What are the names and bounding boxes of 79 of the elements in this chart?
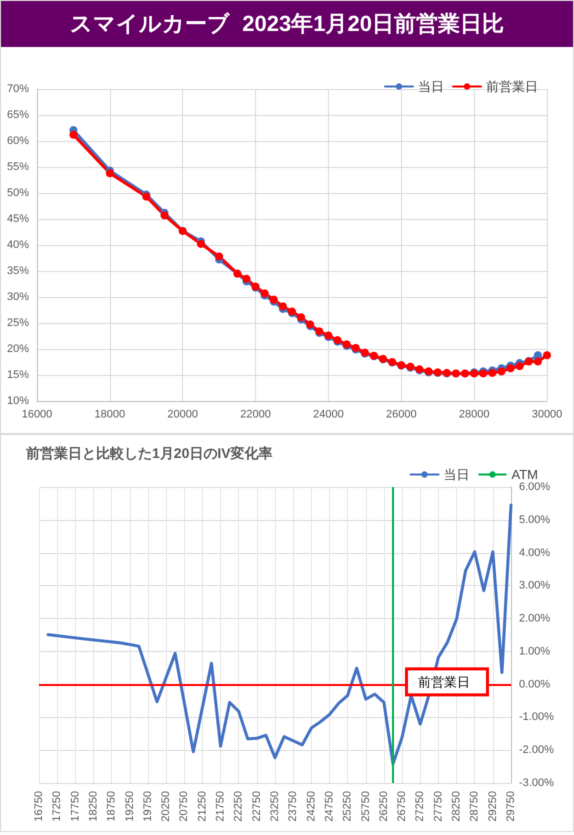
point: [497, 367, 506, 376]
y2-tick-label: 0.00%: [519, 678, 550, 690]
x-tick-label: 22000: [240, 408, 271, 420]
x-tick-label: 18250: [87, 791, 100, 822]
y-tick-label: 15%: [6, 369, 30, 381]
y-tick-label: 60%: [6, 135, 30, 147]
x-tick-label: 26750: [396, 791, 408, 822]
x-tick-label: 25250: [342, 791, 354, 822]
chart-title: 前営業日と比較した1月20日のIV変化率: [25, 445, 273, 461]
x-tick-label: 25750: [360, 791, 372, 822]
point: [106, 169, 114, 178]
legend-label: 当日: [418, 79, 444, 94]
x-tick-label: 16000: [22, 408, 52, 420]
x-tick-label: 24250: [305, 791, 318, 822]
x-tick-label: 27250: [414, 791, 426, 822]
y-tick-label: 35%: [6, 265, 30, 277]
point: [196, 240, 205, 248]
ref-line-label: 前営業日: [418, 674, 470, 690]
point: [534, 357, 542, 366]
x-tick-label: 17750: [69, 791, 82, 822]
x-tick-label: 23750: [287, 791, 300, 822]
y2-tick-label: 2.00%: [519, 612, 550, 625]
y2-tick-label: 3.00%: [519, 580, 550, 592]
x-tick-label: 17250: [51, 791, 64, 822]
x-tick-label: 21250: [196, 791, 208, 822]
x-tick-label: 22750: [250, 791, 263, 822]
x-tick-label: 24000: [313, 408, 344, 420]
point: [516, 362, 524, 370]
point: [215, 252, 224, 260]
point: [543, 351, 551, 360]
point: [506, 364, 515, 372]
y-tick-label: 30%: [6, 291, 30, 303]
y-tick-label: 10%: [6, 395, 30, 407]
x-tick-label: 16750: [33, 791, 45, 822]
y2-tick-label: -3.00%: [519, 777, 554, 789]
point: [488, 368, 496, 377]
x-tick-label: 28250: [450, 791, 463, 822]
x-tick-label: 23250: [269, 791, 281, 822]
y-tick-label: 25%: [6, 317, 30, 329]
x-tick-label: 18750: [106, 791, 118, 822]
y-tick-label: 55%: [6, 161, 30, 173]
y2-tick-label: 5.00%: [519, 514, 550, 526]
x-tick-label: 29750: [505, 791, 517, 822]
x-tick-label: 26250: [378, 791, 390, 822]
point: [69, 130, 78, 139]
x-tick-label: 28750: [468, 791, 481, 822]
legend-label: 当日: [444, 467, 470, 482]
y2-tick-label: -2.00%: [519, 744, 554, 756]
x-tick-label: 26000: [386, 408, 417, 420]
x-tick-label: 22250: [232, 791, 245, 822]
y2-tick-label: 1.00%: [519, 645, 550, 658]
point: [242, 274, 250, 283]
chart-title: スマイルカーブ 2023年1月20日前営業日比: [1, 1, 573, 47]
x-tick-label: 20750: [178, 791, 190, 822]
legend-label: ATM: [512, 467, 538, 482]
y-tick-label: 20%: [6, 343, 30, 355]
x-tick-label: 18000: [94, 408, 126, 420]
x-tick-label: 19250: [124, 791, 136, 822]
x-tick-label: 21750: [214, 791, 227, 822]
y2-tick-label: 6.00%: [519, 481, 550, 493]
y-tick-label: 65%: [6, 109, 30, 121]
y-tick-label: 50%: [6, 187, 30, 199]
x-tick-label: 24750: [323, 791, 336, 822]
y-tick-label: 45%: [6, 213, 30, 225]
x-tick-label: 19750: [142, 791, 154, 822]
point: [160, 211, 168, 220]
x-tick-label: 29250: [486, 791, 499, 822]
x-tick-label: 28000: [458, 408, 490, 420]
y2-tick-label: 4.00%: [519, 546, 550, 559]
legend-label: 前営業日: [486, 79, 538, 94]
line-series: [46, 504, 512, 766]
x-tick-label: 20250: [160, 791, 172, 822]
y-tick-label: 40%: [6, 239, 30, 251]
x-tick-label: 30000: [532, 408, 562, 420]
point: [278, 302, 287, 310]
y-tick-label: 70%: [6, 83, 30, 95]
x-tick-label: 20000: [167, 408, 198, 420]
y2-tick-label: -1.00%: [519, 711, 554, 724]
x-tick-label: 27750: [432, 791, 444, 822]
